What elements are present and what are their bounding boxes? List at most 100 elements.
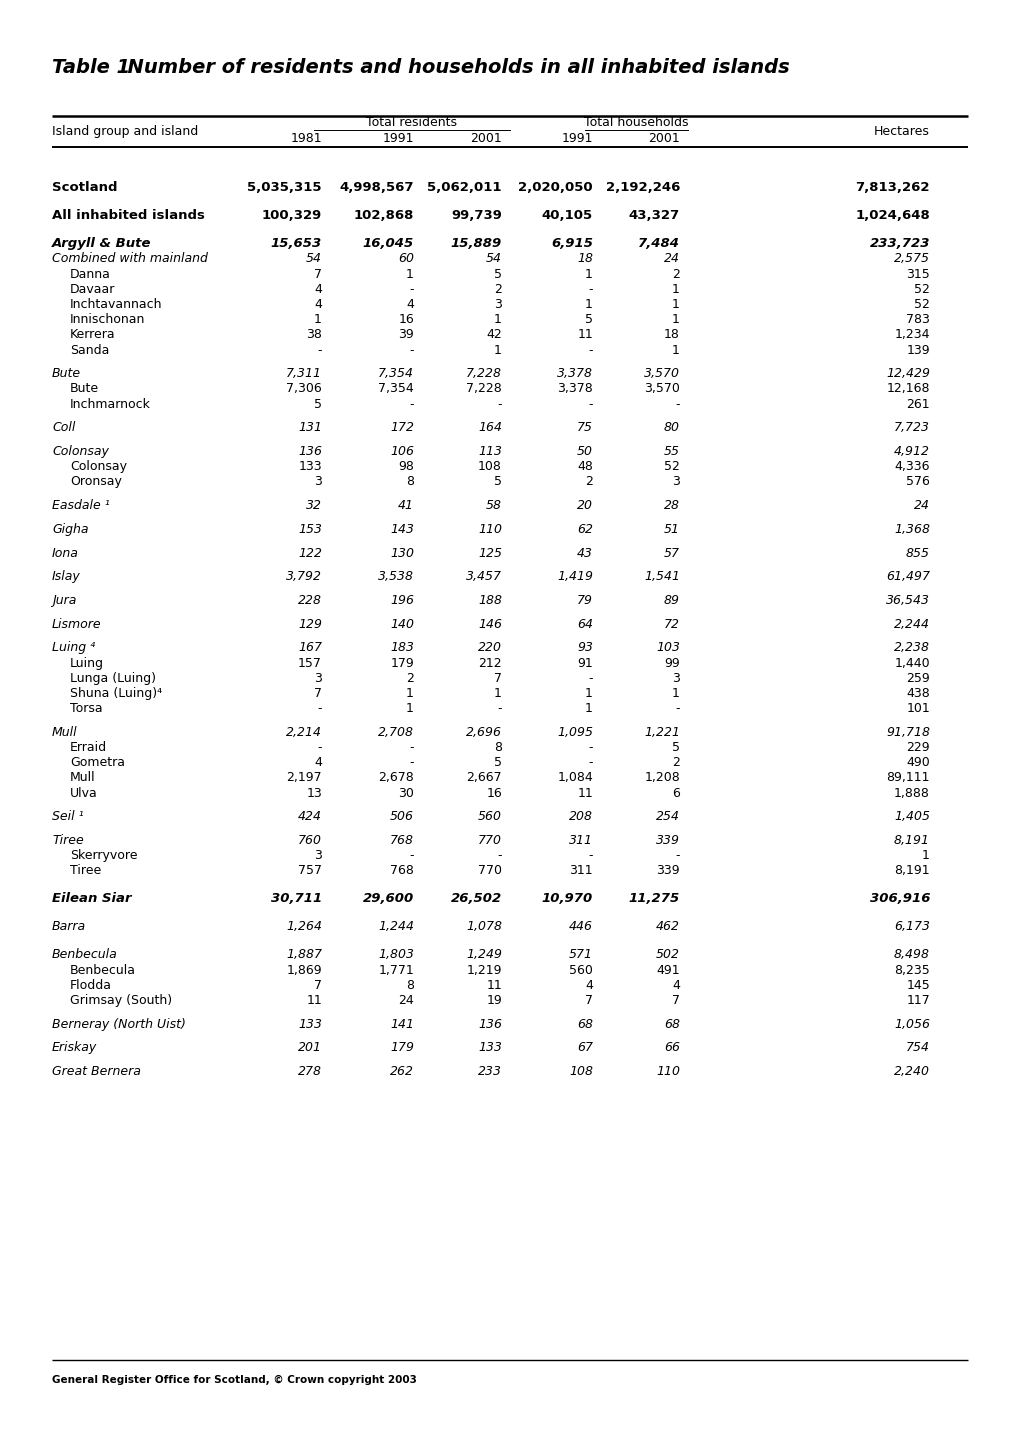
Text: -: - bbox=[317, 343, 322, 356]
Text: 424: 424 bbox=[298, 810, 322, 823]
Text: 261: 261 bbox=[906, 398, 929, 411]
Text: 11: 11 bbox=[306, 994, 322, 1007]
Text: 754: 754 bbox=[905, 1041, 929, 1054]
Text: Berneray (North Uist): Berneray (North Uist) bbox=[52, 1018, 185, 1031]
Text: Eilean Siar: Eilean Siar bbox=[52, 893, 131, 906]
Text: 208: 208 bbox=[569, 810, 592, 823]
Text: 1,541: 1,541 bbox=[643, 570, 680, 583]
Text: 1: 1 bbox=[585, 686, 592, 699]
Text: 311: 311 bbox=[569, 833, 592, 846]
Text: 12,429: 12,429 bbox=[886, 368, 929, 381]
Text: Iona: Iona bbox=[52, 547, 78, 559]
Text: 233,723: 233,723 bbox=[868, 236, 929, 249]
Text: Erraid: Erraid bbox=[70, 741, 107, 754]
Text: 1: 1 bbox=[672, 343, 680, 356]
Text: 106: 106 bbox=[389, 446, 414, 459]
Text: 768: 768 bbox=[389, 864, 414, 877]
Text: 2: 2 bbox=[672, 268, 680, 281]
Text: 50: 50 bbox=[577, 446, 592, 459]
Text: Argyll & Bute: Argyll & Bute bbox=[52, 236, 152, 249]
Text: Lismore: Lismore bbox=[52, 617, 102, 630]
Text: Lunga (Luing): Lunga (Luing) bbox=[70, 672, 156, 685]
Text: 8: 8 bbox=[406, 476, 414, 489]
Text: 1,771: 1,771 bbox=[378, 963, 414, 976]
Text: Total households: Total households bbox=[584, 117, 688, 130]
Text: 1: 1 bbox=[406, 268, 414, 281]
Text: 2,667: 2,667 bbox=[466, 771, 501, 784]
Text: Skerryvore: Skerryvore bbox=[70, 849, 138, 862]
Text: 41: 41 bbox=[397, 499, 414, 512]
Text: 7: 7 bbox=[493, 672, 501, 685]
Text: 100,329: 100,329 bbox=[262, 209, 322, 222]
Text: 2001: 2001 bbox=[470, 133, 501, 146]
Text: 7,228: 7,228 bbox=[466, 368, 501, 381]
Text: 113: 113 bbox=[478, 446, 501, 459]
Text: 133: 133 bbox=[299, 460, 322, 473]
Text: 4: 4 bbox=[314, 283, 322, 296]
Text: 157: 157 bbox=[298, 656, 322, 669]
Text: 262: 262 bbox=[389, 1066, 414, 1079]
Text: 16: 16 bbox=[486, 787, 501, 800]
Text: 5: 5 bbox=[493, 268, 501, 281]
Text: Mull: Mull bbox=[52, 725, 77, 738]
Text: 2,708: 2,708 bbox=[378, 725, 414, 738]
Text: -: - bbox=[588, 849, 592, 862]
Text: -: - bbox=[317, 741, 322, 754]
Text: 1,887: 1,887 bbox=[285, 949, 322, 962]
Text: 315: 315 bbox=[905, 268, 929, 281]
Text: 1,803: 1,803 bbox=[378, 949, 414, 962]
Text: 7,306: 7,306 bbox=[286, 382, 322, 395]
Text: 4,912: 4,912 bbox=[893, 446, 929, 459]
Text: 11: 11 bbox=[577, 329, 592, 342]
Text: 91,718: 91,718 bbox=[886, 725, 929, 738]
Text: 164: 164 bbox=[478, 421, 501, 434]
Text: 2001: 2001 bbox=[648, 133, 680, 146]
Text: Great Bernera: Great Bernera bbox=[52, 1066, 141, 1079]
Text: 52: 52 bbox=[913, 298, 929, 311]
Text: Combined with mainland: Combined with mainland bbox=[52, 252, 208, 265]
Text: 24: 24 bbox=[913, 499, 929, 512]
Text: 2,192,246: 2,192,246 bbox=[605, 182, 680, 195]
Text: 306,916: 306,916 bbox=[868, 893, 929, 906]
Text: 254: 254 bbox=[655, 810, 680, 823]
Text: 136: 136 bbox=[298, 446, 322, 459]
Text: 89,111: 89,111 bbox=[886, 771, 929, 784]
Text: 3: 3 bbox=[672, 672, 680, 685]
Text: 93: 93 bbox=[577, 642, 592, 655]
Text: 2: 2 bbox=[493, 283, 501, 296]
Text: 1,084: 1,084 bbox=[556, 771, 592, 784]
Text: 4: 4 bbox=[672, 979, 680, 992]
Text: 75: 75 bbox=[577, 421, 592, 434]
Text: 6: 6 bbox=[672, 787, 680, 800]
Text: 3,570: 3,570 bbox=[643, 368, 680, 381]
Text: 311: 311 bbox=[569, 864, 592, 877]
Text: -: - bbox=[588, 672, 592, 685]
Text: 7,228: 7,228 bbox=[466, 382, 501, 395]
Text: Flodda: Flodda bbox=[70, 979, 112, 992]
Text: 1981: 1981 bbox=[290, 133, 322, 146]
Text: 30: 30 bbox=[397, 787, 414, 800]
Text: -: - bbox=[409, 398, 414, 411]
Text: 42: 42 bbox=[486, 329, 501, 342]
Text: Total residents: Total residents bbox=[366, 117, 458, 130]
Text: 24: 24 bbox=[397, 994, 414, 1007]
Text: Tiree: Tiree bbox=[52, 833, 84, 846]
Text: 506: 506 bbox=[389, 810, 414, 823]
Text: 7: 7 bbox=[585, 994, 592, 1007]
Text: 52: 52 bbox=[663, 460, 680, 473]
Text: 4: 4 bbox=[585, 979, 592, 992]
Text: 2,575: 2,575 bbox=[893, 252, 929, 265]
Text: Table 1: Table 1 bbox=[52, 58, 130, 76]
Text: 783: 783 bbox=[905, 313, 929, 326]
Text: 43,327: 43,327 bbox=[629, 209, 680, 222]
Text: 141: 141 bbox=[389, 1018, 414, 1031]
Text: 1: 1 bbox=[585, 298, 592, 311]
Text: 4: 4 bbox=[314, 298, 322, 311]
Text: Mull: Mull bbox=[70, 771, 96, 784]
Text: 110: 110 bbox=[478, 523, 501, 536]
Text: 1,869: 1,869 bbox=[286, 963, 322, 976]
Text: 133: 133 bbox=[298, 1018, 322, 1031]
Text: Bute: Bute bbox=[52, 368, 82, 381]
Text: -: - bbox=[675, 398, 680, 411]
Text: 7,484: 7,484 bbox=[637, 236, 680, 249]
